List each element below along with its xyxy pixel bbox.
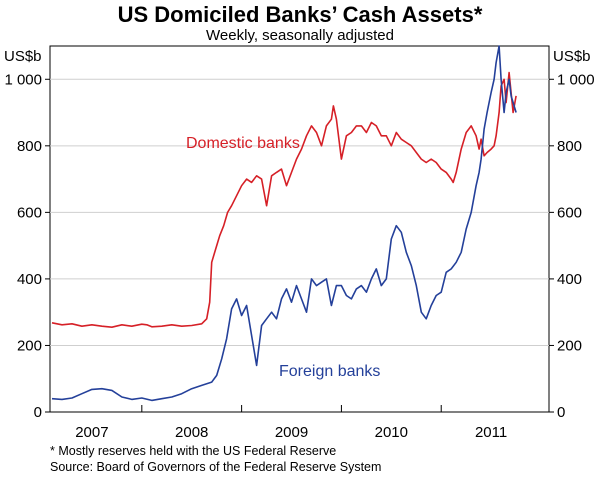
- gridlines: [50, 78, 549, 346]
- x-tick-label: 2008: [175, 424, 208, 441]
- left-tick-label: 1 000: [4, 71, 42, 88]
- left-tick-label: 400: [17, 271, 42, 288]
- plot-area: Domestic banks Foreign banks: [49, 45, 550, 413]
- chart-subtitle: Weekly, seasonally adjusted: [206, 27, 394, 44]
- left-tick-label: 800: [17, 138, 42, 155]
- series-label-domestic-banks: Domestic banks: [186, 135, 300, 152]
- right-tick-label: 800: [557, 138, 582, 155]
- right-axis-unit: US$b: [553, 48, 591, 65]
- series-labels: Domestic banks Foreign banks: [186, 135, 380, 380]
- left-axis-ticks: 0 200 400 600 800 1 000: [4, 71, 50, 421]
- right-tick-label: 0: [557, 404, 565, 421]
- right-axis-ticks: 0 200 400 600 800 1 000: [549, 71, 595, 421]
- series-line-domestic-banks: [51, 71, 517, 328]
- right-tick-label: 400: [557, 271, 582, 288]
- x-tick-label: 2009: [275, 424, 308, 441]
- series-lines: [51, 45, 517, 402]
- series-line-foreign-banks: [51, 45, 517, 402]
- x-tick-label: 2010: [375, 424, 408, 441]
- x-axis-ticks: 2007 2008 2009 2010 2011: [75, 424, 507, 441]
- left-tick-label: 0: [34, 404, 42, 421]
- right-tick-label: 600: [557, 204, 582, 221]
- footnote-source: Source: Board of Governors of the Federa…: [50, 460, 381, 474]
- series-label-foreign-banks: Foreign banks: [279, 363, 380, 380]
- x-tick-label: 2007: [75, 424, 108, 441]
- left-tick-label: 200: [17, 337, 42, 354]
- plot-frame: [49, 45, 550, 413]
- footnote-asterisk: * Mostly reserves held with the US Feder…: [50, 444, 336, 458]
- x-tick-label: 2011: [475, 424, 507, 441]
- right-tick-label: 200: [557, 337, 582, 354]
- chart-title: US Domiciled Banks’ Cash Assets*: [118, 2, 483, 27]
- year-dividers: [141, 405, 442, 412]
- right-tick-label: 1 000: [557, 71, 595, 88]
- left-tick-label: 600: [17, 204, 42, 221]
- left-axis-unit: US$b: [4, 48, 42, 65]
